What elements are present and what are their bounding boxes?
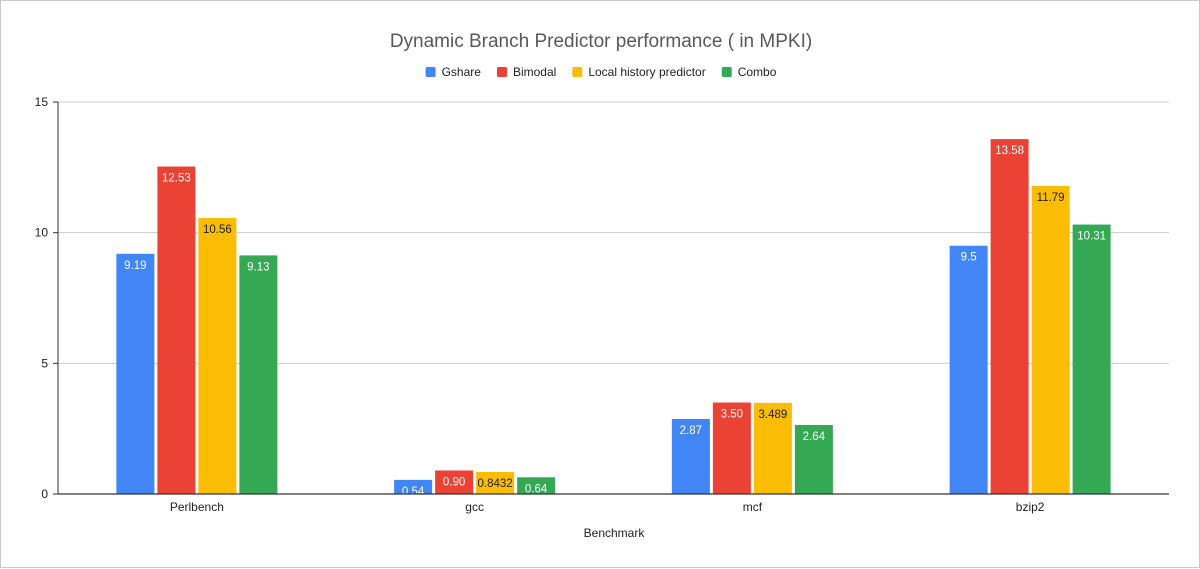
data-label: 10.31 <box>1077 231 1106 243</box>
y-tick-label: 10 <box>35 226 49 240</box>
legend-swatch <box>496 67 507 77</box>
legend-item: Bimodal <box>496 65 556 79</box>
bar-gshare-gcc <box>394 479 433 494</box>
legend-item: Gshare <box>425 65 482 79</box>
y-tick-label: 0 <box>41 487 48 501</box>
x-tick-label: mcf <box>743 500 763 514</box>
data-label: 0.90 <box>443 476 465 488</box>
bar-combo-mcf <box>794 425 833 494</box>
data-label: 2.64 <box>803 431 826 443</box>
data-label: 11.79 <box>1037 192 1065 204</box>
legend-label: Gshare <box>442 65 482 79</box>
x-tick-label: Perlbench <box>170 500 224 514</box>
bar-gshare-perlbench <box>116 253 155 494</box>
data-label: 9.19 <box>124 260 146 272</box>
bar-gshare-bzip2 <box>949 245 988 494</box>
bar-gshare-mcf <box>671 418 710 494</box>
axes: 0 5 10 15 Perlbench gcc mcf bzip2 <box>35 95 1169 514</box>
legend-label: Bimodal <box>513 65 556 79</box>
data-label: 9.13 <box>247 261 269 273</box>
legend-item: Combo <box>721 65 777 79</box>
bar-bimodal-perlbench <box>157 166 196 495</box>
x-tick-label: gcc <box>465 500 484 514</box>
data-label: 13.58 <box>995 145 1024 157</box>
legend-label: Combo <box>738 65 777 79</box>
x-tick-label: bzip2 <box>1016 500 1045 514</box>
data-label: 9.5 <box>961 252 977 264</box>
data-label: 10.56 <box>203 224 232 236</box>
bar-local-history-predictor-perlbench <box>198 218 237 495</box>
bar-combo-bzip2 <box>1072 224 1111 494</box>
bars: 9.19 12.53 10.56 9.13 0.54 0.90 0.8432 0.64 2.87… <box>116 139 1111 498</box>
bar-combo-perlbench <box>239 255 278 494</box>
legend: Gshare Bimodal Local history predictor Comb… <box>425 65 777 79</box>
data-label: 12.53 <box>162 173 191 185</box>
data-label: 2.87 <box>680 425 702 437</box>
data-label: 3.50 <box>721 409 743 421</box>
bar-local-history-predictor-bzip2 <box>1031 185 1070 494</box>
legend-swatch <box>572 67 583 77</box>
data-label: 0.54 <box>402 486 425 498</box>
y-tick-label: 5 <box>41 356 48 370</box>
data-label: 3.489 <box>758 409 787 421</box>
data-label: 0.8432 <box>478 478 513 490</box>
bar-combo-gcc <box>517 477 556 494</box>
bar-bimodal-bzip2 <box>990 139 1029 495</box>
legend-item: Local history predictor <box>572 65 706 79</box>
chart-title: Dynamic Branch Predictor performance ( i… <box>390 31 812 52</box>
x-axis-title: Benchmark <box>584 526 646 540</box>
y-tick-label: 15 <box>35 95 49 109</box>
bar-bimodal-mcf <box>712 402 751 494</box>
legend-label: Local history predictor <box>588 65 705 79</box>
bar-bimodal-gcc <box>435 470 474 494</box>
legend-swatch <box>721 67 732 77</box>
data-label: 0.64 <box>525 483 548 495</box>
bar-local-history-predictor-mcf <box>753 402 792 494</box>
legend-swatch <box>425 67 436 77</box>
bar-local-history-predictor-gcc <box>476 471 515 494</box>
